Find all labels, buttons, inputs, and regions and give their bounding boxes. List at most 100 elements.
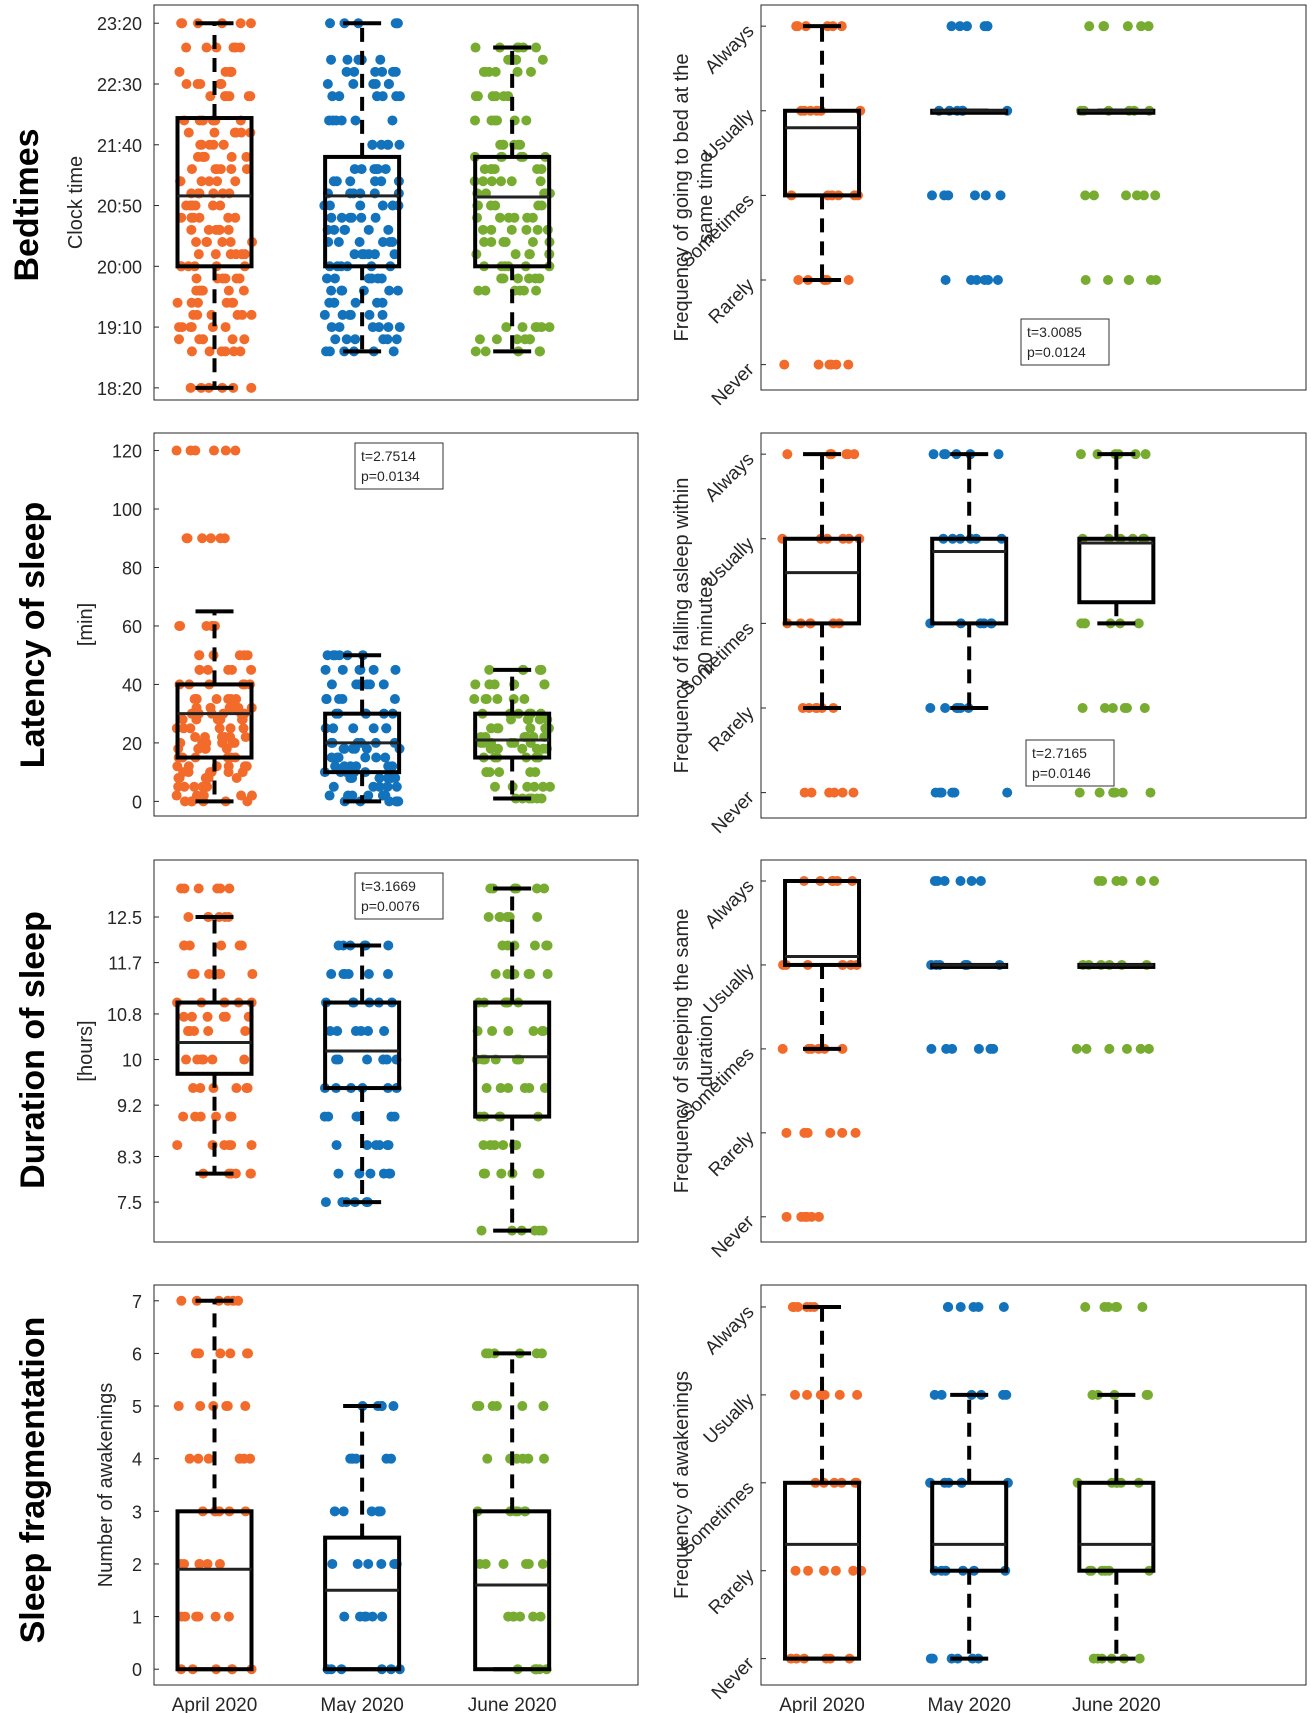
data-point: [363, 969, 374, 980]
data-point: [183, 761, 194, 772]
data-point: [203, 1026, 214, 1037]
data-point: [246, 790, 257, 801]
data-point: [234, 650, 245, 661]
data-point: [388, 1401, 399, 1412]
data-point: [843, 275, 854, 285]
data-point: [357, 249, 368, 260]
data-point: [929, 1389, 940, 1400]
data-point: [376, 1401, 387, 1412]
data-point: [324, 790, 335, 801]
data-point: [176, 883, 187, 894]
data-point: [173, 781, 184, 792]
data-point: [204, 139, 215, 150]
data-point: [1080, 190, 1091, 201]
data-point: [517, 743, 528, 754]
data-point: [969, 190, 980, 201]
stats-annotation-text: t=3.0085: [1027, 324, 1082, 340]
data-point: [215, 533, 226, 544]
data-point: [536, 1348, 547, 1359]
data-point: [928, 449, 939, 460]
y-tick-label: 10: [122, 1051, 142, 1071]
data-point: [480, 285, 491, 296]
data-point: [512, 334, 523, 345]
data-point: [188, 1083, 199, 1094]
data-point: [172, 297, 183, 308]
data-point: [841, 449, 852, 460]
data-point: [236, 790, 247, 801]
data-point: [225, 1348, 236, 1359]
data-point: [380, 752, 391, 763]
data-point: [971, 275, 982, 285]
data-point: [234, 940, 245, 951]
x-tick-label: April 2020: [779, 1695, 865, 1713]
data-point: [512, 273, 523, 284]
data-point: [1094, 787, 1105, 798]
data-point: [173, 1401, 184, 1412]
y-tick-label: 5: [132, 1397, 142, 1417]
data-point: [394, 139, 405, 150]
data-point: [242, 650, 253, 661]
data-point: [370, 176, 381, 187]
data-point: [534, 1168, 545, 1179]
data-point: [356, 212, 367, 223]
data-point: [494, 212, 505, 223]
data-point: [531, 285, 542, 296]
data-point: [498, 1140, 509, 1151]
data-point: [955, 875, 966, 886]
data-point: [779, 359, 790, 370]
data-point: [534, 346, 545, 357]
data-point: [998, 1301, 1009, 1312]
y-tick-label: 12.5: [107, 908, 142, 928]
data-point: [1121, 703, 1132, 713]
panel-8: NeverRarelySometimesUsuallyAlwaysFrequen…: [671, 1284, 1307, 1713]
data-point: [377, 237, 388, 247]
box: [175, 1509, 254, 1672]
data-point: [204, 346, 215, 357]
y-tick-label: 2: [132, 1555, 142, 1575]
data-point: [498, 91, 509, 102]
data-point: [481, 1348, 492, 1359]
data-point: [470, 91, 481, 102]
data-point: [926, 1043, 937, 1054]
data-point: [848, 787, 859, 798]
data-point: [520, 334, 531, 345]
data-point: [368, 664, 379, 675]
data-point: [482, 1453, 493, 1464]
data-point: [932, 875, 943, 886]
data-point: [536, 664, 547, 675]
stats-annotation-text: p=0.0124: [1027, 344, 1086, 360]
data-point: [364, 309, 375, 320]
data-point: [366, 1506, 377, 1517]
data-point: [538, 1401, 549, 1412]
data-point: [480, 346, 491, 357]
y-tick-label: Never: [708, 1653, 759, 1704]
data-point: [528, 1026, 539, 1037]
data-point: [226, 151, 237, 162]
data-point: [1087, 1389, 1098, 1400]
data-point: [387, 761, 398, 772]
data-point: [390, 772, 401, 783]
data-point: [1110, 787, 1121, 798]
data-point: [525, 969, 536, 980]
data-point: [195, 139, 206, 150]
data-point: [324, 200, 335, 211]
box: [930, 536, 1009, 626]
data-point: [529, 781, 540, 792]
data-point: [486, 224, 497, 235]
stats-annotation-text: t=2.7514: [361, 448, 416, 464]
data-point: [836, 21, 847, 32]
y-tick-label: 11.7: [108, 954, 142, 974]
data-point: [1138, 190, 1149, 201]
data-point: [926, 190, 937, 201]
data-point: [803, 1565, 814, 1576]
data-point: [825, 1127, 836, 1138]
data-point: [350, 115, 361, 126]
data-point: [376, 139, 387, 150]
y-tick-label: Rarely: [705, 1565, 759, 1619]
data-point: [1075, 449, 1086, 460]
data-point: [973, 1043, 984, 1054]
y-tick-label: 23:20: [97, 14, 142, 34]
data-point: [525, 66, 536, 77]
data-point: [382, 781, 393, 792]
data-point: [537, 54, 548, 65]
